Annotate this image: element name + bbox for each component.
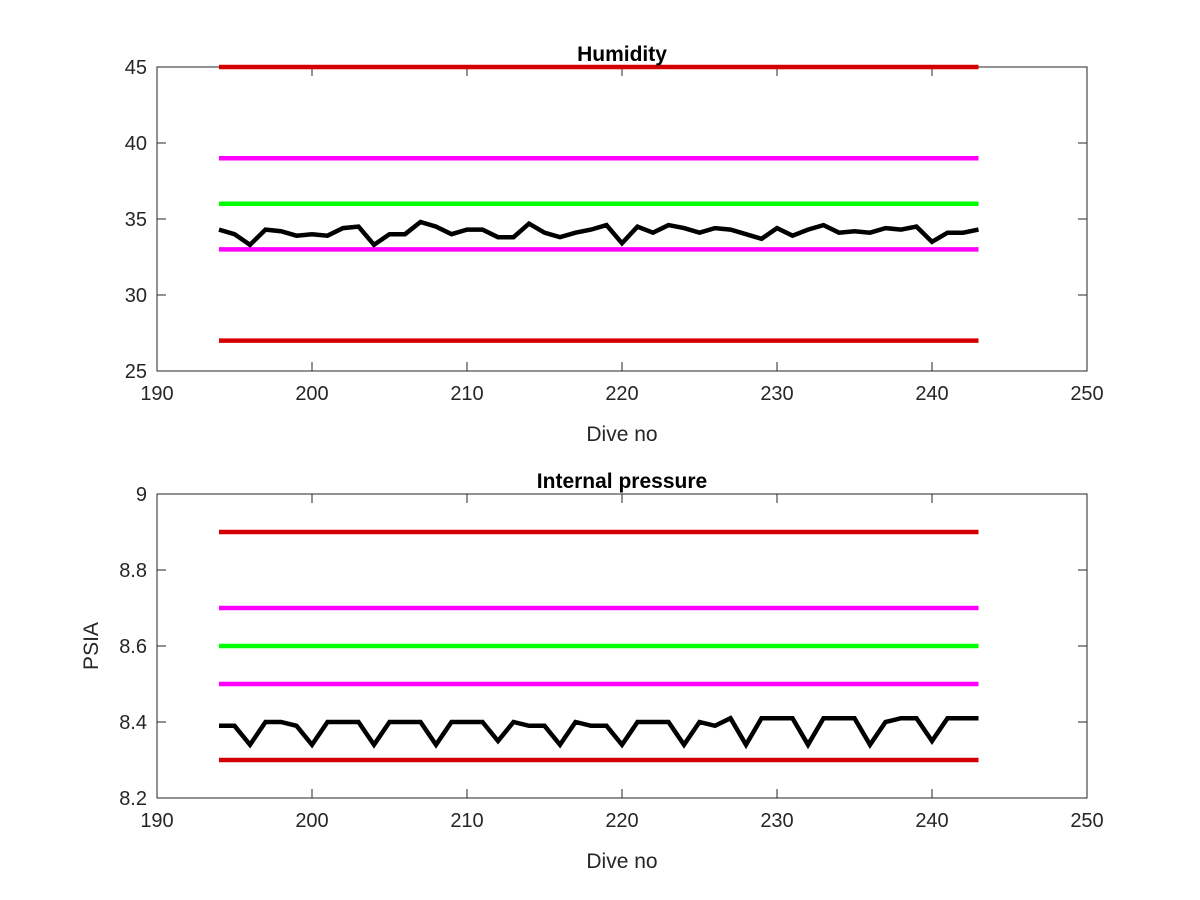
x-tick-label: 200 <box>295 383 328 405</box>
x-tick-label: 190 <box>140 810 173 832</box>
x-axis-label: Dive no <box>586 423 657 446</box>
x-axis-label: Dive no <box>586 850 657 873</box>
x-tick-label: 230 <box>760 383 793 405</box>
y-tick-label: 8.8 <box>119 560 147 582</box>
chart-title: Internal pressure <box>537 470 707 493</box>
y-tick-label: 8.4 <box>119 712 147 734</box>
x-tick-label: 220 <box>605 810 638 832</box>
x-tick-label: 200 <box>295 810 328 832</box>
x-tick-label: 240 <box>915 383 948 405</box>
x-tick-label: 220 <box>605 383 638 405</box>
y-tick-label: 45 <box>125 57 147 79</box>
y-tick-label: 8.2 <box>119 788 147 810</box>
chart-title: Humidity <box>577 43 667 66</box>
y-tick-label: 9 <box>136 484 147 506</box>
y-tick-label: 30 <box>125 285 147 307</box>
y-tick-label: 8.6 <box>119 636 147 658</box>
axes-box <box>156 66 1088 372</box>
x-tick-label: 190 <box>140 383 173 405</box>
y-tick-label: 25 <box>125 361 147 383</box>
data-line-0 <box>218 219 979 248</box>
y-axis-label: PSIA <box>80 622 103 670</box>
x-tick-label: 210 <box>450 383 483 405</box>
x-tick-label: 250 <box>1070 810 1103 832</box>
internal-pressure-chart: 190 200 210 220 230 240 250 8.2 8.4 8.6 8.8 9 Intern… <box>80 470 1104 873</box>
y-tick-label: 40 <box>125 133 147 155</box>
x-tick-label: 210 <box>450 810 483 832</box>
x-tick-label: 230 <box>760 810 793 832</box>
y-tick-label: 35 <box>125 209 147 231</box>
humidity-chart: 190 200 210 220 230 240 250 25 30 35 40 45 Humidity D… <box>125 43 1104 446</box>
data-line-0 <box>219 715 979 750</box>
x-tick-label: 240 <box>915 810 948 832</box>
x-tick-label: 250 <box>1070 383 1103 405</box>
